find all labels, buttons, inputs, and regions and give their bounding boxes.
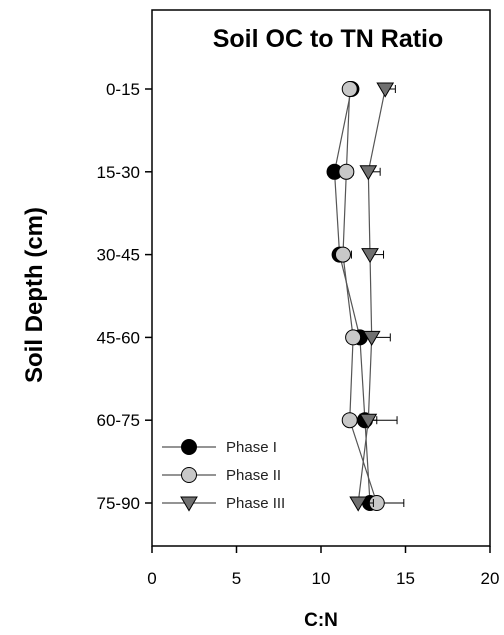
y-tick-label-45-60: 45-60 <box>97 328 140 347</box>
legend: Phase I Phase II Phase III <box>162 439 285 512</box>
point-phase-iii-0-15 <box>376 82 395 98</box>
point-phase-ii-0-15 <box>341 81 358 97</box>
point-phase-ii-60-75 <box>341 412 358 429</box>
point-phase-iii-75-90 <box>349 496 368 512</box>
legend-label-phase-iii: Phase III <box>226 495 285 512</box>
point-phase-iii-45-60 <box>362 330 381 346</box>
x-tick-label-5: 5 <box>232 569 241 588</box>
legend-marker-phase-iii <box>180 496 198 512</box>
y-tick-label-15-30: 15-30 <box>97 163 140 182</box>
x-axis: 0 5 10 15 20 <box>147 546 499 588</box>
y-tick-label-60-75: 60-75 <box>97 411 140 430</box>
y-tick-label-75-90: 75-90 <box>97 494 140 513</box>
point-phase-ii-30-45 <box>334 246 351 263</box>
y-axis: 0-15 15-30 30-45 45-60 60-75 75-90 <box>97 80 152 513</box>
chart-title: Soil OC to TN Ratio <box>213 25 444 53</box>
y-tick-label-30-45: 30-45 <box>97 246 140 265</box>
x-tick-label-20: 20 <box>481 569 500 588</box>
x-axis-title: C:N <box>304 610 338 631</box>
plot-frame <box>151 9 491 547</box>
x-tick-label-0: 0 <box>147 569 156 588</box>
point-phase-iii-60-75 <box>359 413 378 429</box>
y-tick-label-0-15: 0-15 <box>106 80 140 99</box>
point-phase-iii-30-45 <box>361 248 379 264</box>
series-layer <box>326 81 405 512</box>
series-line-phase-ii <box>342 88 378 504</box>
legend-label-phase-i: Phase I <box>226 439 277 456</box>
legend-marker-phase-ii <box>181 467 197 483</box>
x-tick-label-10: 10 <box>312 569 331 588</box>
point-phase-ii-15-30 <box>338 163 355 180</box>
series-phase-iii <box>349 82 398 512</box>
legend-marker-phase-i <box>181 439 197 455</box>
y-axis-title: Soil Depth (cm) <box>21 207 48 383</box>
point-phase-ii-45-60 <box>345 329 362 346</box>
series-line-phase-i <box>333 88 371 504</box>
series-line-phase-iii <box>357 88 386 504</box>
legend-label-phase-ii: Phase II <box>226 467 281 484</box>
point-phase-iii-15-30 <box>359 165 378 181</box>
series-phase-ii <box>334 81 405 511</box>
x-tick-label-15: 15 <box>396 569 415 588</box>
